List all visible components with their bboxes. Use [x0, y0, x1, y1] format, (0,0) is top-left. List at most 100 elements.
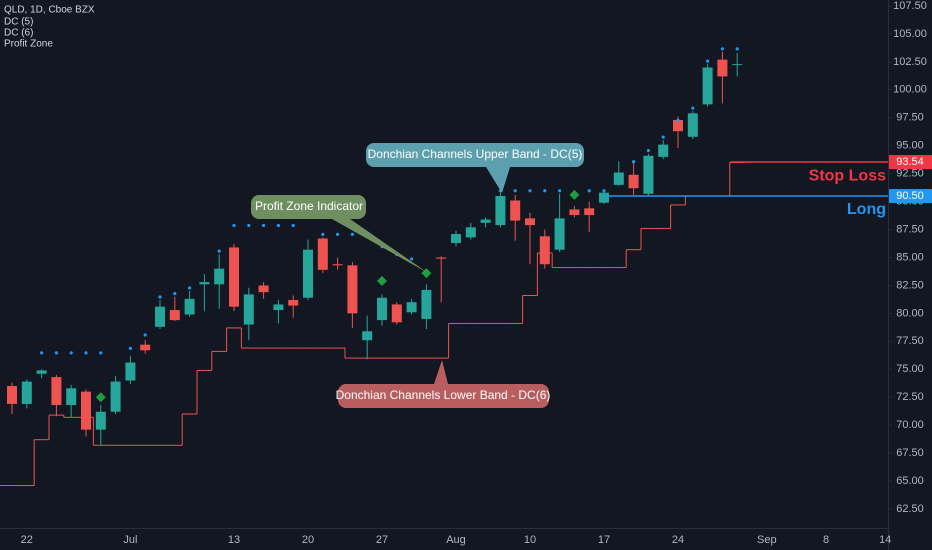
candle-body [332, 264, 343, 266]
candle-body [303, 249, 313, 298]
band-dot [336, 232, 340, 236]
candle-body [525, 218, 535, 226]
candle-body [732, 64, 743, 66]
band-dot [84, 351, 88, 355]
band-dot [321, 232, 325, 236]
band-dot [40, 351, 44, 355]
band-dot [247, 223, 251, 228]
x-tick-label: Aug [446, 534, 466, 546]
y-tick-label: 95.00 [896, 140, 924, 152]
band-dot [706, 59, 710, 63]
band-dot [587, 189, 591, 193]
callout: Donchian Channels Lower Band - DC(6) [336, 360, 551, 408]
x-tick-label: 20 [302, 534, 314, 546]
band-dot [735, 47, 739, 51]
candle-body [377, 297, 387, 321]
candle-body [258, 285, 269, 293]
band-dot [661, 135, 665, 139]
candle-body [658, 144, 669, 157]
y-tick-label: 92.50 [896, 168, 924, 180]
candle-body [273, 304, 284, 311]
y-tick-label: 97.50 [896, 112, 924, 124]
candle-body [317, 238, 328, 270]
level-name: Long [847, 201, 886, 218]
y-tick-label: 67.50 [896, 447, 924, 459]
y-tick-label: 75.00 [896, 363, 924, 375]
band-dot [262, 223, 266, 228]
x-tick-label: 22 [21, 534, 33, 546]
candle-body [199, 282, 210, 285]
band-dot [646, 148, 651, 153]
candle-body [229, 247, 239, 307]
y-tick-label: 77.50 [896, 335, 924, 347]
band-dot [720, 47, 725, 51]
band-dot [128, 346, 132, 350]
callout-text: Donchian Channels Lower Band - DC(6) [336, 388, 551, 402]
band-dot [291, 223, 295, 228]
candle-body [21, 381, 32, 404]
candle-body [613, 172, 624, 185]
candle-body [51, 377, 62, 406]
profit-marker [569, 189, 580, 200]
candle-body [643, 155, 654, 194]
candle-body [140, 344, 151, 351]
candle-body [214, 268, 225, 285]
y-tick-label: 107.50 [893, 0, 927, 12]
band-dot [232, 223, 236, 228]
x-tick-label: 10 [524, 534, 536, 546]
candle-body [673, 120, 683, 132]
band-dot [173, 292, 177, 296]
candle-body [362, 331, 373, 341]
legend-entry: Profit Zone [4, 39, 53, 50]
candle-body [687, 113, 698, 137]
callout-text: Donchian Channels Upper Band - DC(5) [368, 147, 583, 161]
band-dot [69, 351, 73, 355]
candle-body [554, 218, 565, 250]
candle-body [155, 306, 165, 327]
candle-body [7, 386, 17, 404]
y-tick-label: 72.50 [896, 391, 924, 403]
candle-body [584, 208, 595, 216]
band-dot [217, 249, 221, 253]
candle-body [717, 59, 728, 77]
candle-body [421, 289, 432, 319]
price-tag-label: 90.50 [896, 190, 924, 202]
callout-box [251, 195, 428, 273]
callout: Profit Zone Indicator [251, 195, 428, 273]
x-tick-label: Sep [757, 534, 777, 546]
band-dot [513, 189, 517, 193]
candle-body [599, 192, 609, 203]
callout-text: Profit Zone Indicator [255, 199, 363, 213]
band-dot [158, 295, 162, 299]
y-tick-label: 100.00 [893, 84, 927, 96]
x-tick-label: Jul [123, 534, 137, 546]
band-dot [276, 223, 280, 228]
candle-body [110, 381, 121, 412]
candle-body [347, 265, 358, 314]
candle-body [184, 298, 195, 315]
band-dot [676, 118, 680, 122]
candle-body [406, 302, 417, 313]
band-dot [528, 189, 532, 193]
candle-body [451, 234, 461, 243]
level-name: Stop Loss [809, 167, 886, 184]
x-tick-label: 13 [228, 534, 240, 546]
y-tick-label: 87.50 [896, 223, 924, 235]
price-tag [889, 155, 932, 170]
candle-body [480, 219, 491, 223]
candle-body [495, 196, 506, 226]
candle-body [510, 200, 521, 221]
band-dot [602, 189, 606, 193]
band-dot [350, 232, 354, 236]
band-dot [691, 106, 695, 110]
band-dot [54, 351, 59, 355]
y-tick-label: 70.00 [896, 419, 924, 431]
candle-body [125, 362, 136, 381]
x-tick-label: 24 [672, 534, 684, 546]
candle-body [243, 294, 254, 325]
candle-body [628, 174, 639, 189]
y-tick-label: 105.00 [893, 28, 927, 40]
band-dot [99, 351, 103, 355]
